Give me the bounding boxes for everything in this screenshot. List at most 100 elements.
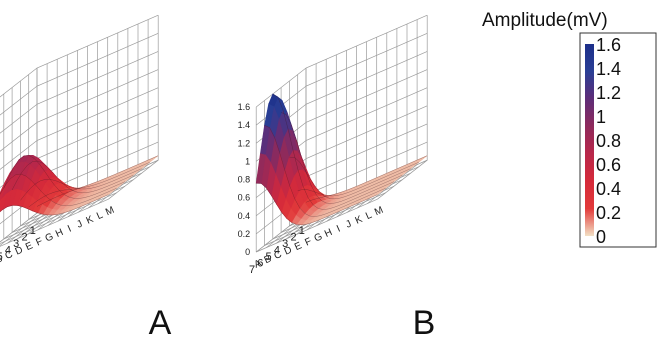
surface-mesh-line — [20, 168, 142, 201]
column-tick-label: A — [253, 258, 264, 271]
surface-mesh-line — [28, 161, 150, 208]
surface-patch — [0, 199, 2, 206]
colorbar-gradient — [585, 44, 594, 236]
colorbar-title: Amplitude(mV) — [482, 10, 608, 31]
surface-patch — [0, 193, 1, 197]
z-axis-ticks: 1.6 1.4 1.2 1 0.8 0.6 0.4 0.2 0 — [238, 102, 251, 257]
surface-mesh-line — [289, 156, 411, 200]
surface — [0, 155, 159, 216]
column-tick-label: F — [34, 236, 44, 249]
z-tick-label: 0.6 — [238, 193, 251, 203]
column-tick-label: D — [283, 245, 294, 258]
surface-mesh-line — [305, 155, 428, 203]
z-tick-label: 0.4 — [238, 211, 251, 221]
z-tick-label: 0.8 — [238, 175, 251, 185]
row-tick-label: 4 — [5, 245, 11, 257]
grid-line — [0, 208, 48, 246]
column-tick-label: G — [313, 231, 325, 244]
panel-label: B — [413, 304, 436, 340]
column-tick-label: M — [373, 205, 385, 218]
surface — [255, 93, 428, 226]
colorbar-tick-label: 1.2 — [596, 83, 621, 103]
column-tick-label: F — [303, 236, 313, 249]
column-tick-label: J — [344, 219, 353, 231]
grid-line — [0, 212, 38, 243]
grid-line — [377, 159, 428, 200]
z-tick-label: 0 — [245, 247, 250, 257]
row-tick-label: 1 — [30, 225, 36, 237]
column-tick-label: I — [335, 224, 342, 235]
colorbar-legend: Amplitude(mV) 1.6 1.4 1.2 1 0.8 0.6 0.4 0.2 0 — [482, 10, 657, 248]
row-tick-label: 3 — [282, 238, 288, 250]
surface-mesh-line — [281, 112, 403, 204]
grid-line — [0, 14, 159, 98]
z-tick-label: 0.2 — [238, 229, 251, 239]
grid-line — [0, 69, 159, 152]
surface-patch — [0, 193, 7, 213]
column-tick-label: L — [95, 210, 105, 222]
panel-label: A — [149, 304, 172, 340]
column-tick-label: K — [354, 214, 365, 227]
column-tick-label: C — [4, 249, 15, 262]
colorbar-tick-label: 0.4 — [596, 179, 621, 199]
column-tick-label: E — [24, 240, 35, 253]
colorbar-tick-label: 1.4 — [596, 59, 621, 79]
surface-chart-a: 1.61.41.210.80.60.40.207654321ABCDEFGHIJ… — [0, 14, 172, 340]
column-tick-label: J — [75, 219, 84, 231]
column-tick-label: B — [0, 253, 5, 266]
colorbar-ticks: 1.6 1.4 1.2 1 0.8 0.6 0.4 0.2 0 — [596, 35, 621, 247]
row-tick-label: 5 — [266, 251, 272, 263]
z-tick-label: 1.4 — [238, 120, 251, 130]
column-tick-label: H — [54, 227, 65, 240]
column-tick-label: G — [44, 231, 56, 244]
colorbar-tick-label: 0.6 — [596, 155, 621, 175]
colorbar-tick-label: 0.8 — [596, 131, 621, 151]
surface-patch — [255, 153, 266, 184]
column-tick-label: I — [66, 224, 73, 235]
surface-mesh-line — [0, 194, 109, 216]
row-tick-label: 2 — [21, 232, 27, 244]
column-tick-label: C — [273, 249, 284, 262]
row-tick-label: 3 — [13, 238, 19, 250]
grid-line — [255, 14, 428, 108]
row-tick-label: 5 — [0, 251, 3, 263]
column-tick-label: H — [323, 227, 334, 240]
grid-line — [108, 159, 159, 200]
surface-mesh-line — [0, 173, 117, 207]
column-tick-label: D — [14, 245, 25, 258]
surface-mesh-line — [272, 93, 395, 210]
surface-mesh-line — [3, 155, 126, 199]
colorbar-tick-label: 1 — [596, 107, 606, 127]
row-tick-label: 4 — [274, 245, 280, 257]
grid-line — [98, 164, 149, 204]
column-tick-label: B — [263, 253, 274, 266]
grid-line — [0, 33, 159, 116]
surface-mesh-line — [36, 155, 159, 207]
z-tick-label: 1.2 — [238, 138, 251, 148]
column-tick-label: M — [104, 205, 116, 218]
grid-line — [367, 164, 418, 204]
surface-mesh-line — [297, 161, 419, 197]
colorbar-tick-label: 0.2 — [596, 203, 621, 223]
surface-mesh-line — [264, 125, 386, 217]
column-tick-label: E — [293, 240, 304, 253]
z-tick-label: 1 — [245, 156, 250, 166]
row-tick-label: 2 — [290, 232, 296, 244]
colorbar-tick-label: 1.6 — [596, 35, 621, 55]
column-tick-label: L — [364, 210, 374, 222]
colorbar-tick-label: 0 — [596, 227, 606, 247]
z-tick-label: 1.6 — [238, 102, 251, 112]
grid-line — [0, 51, 159, 134]
surface-mesh-line — [256, 182, 378, 226]
column-tick-label: K — [85, 214, 96, 227]
row-tick-label: 6 — [257, 258, 263, 270]
surface-mesh-line — [11, 160, 134, 194]
row-tick-label: 1 — [299, 225, 305, 237]
row-tick-label: 7 — [249, 264, 255, 276]
